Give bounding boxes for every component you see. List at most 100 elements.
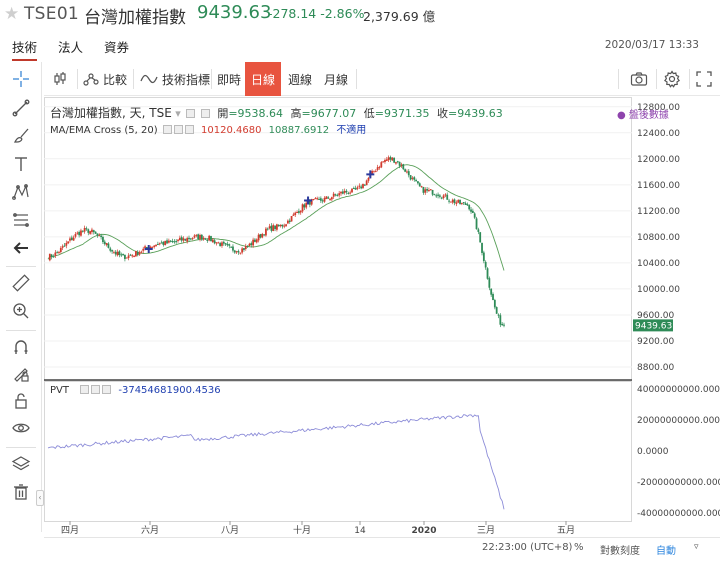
indicators-button[interactable]: 技術指標	[140, 62, 210, 96]
favorite-star-icon[interactable]: ★	[4, 4, 20, 24]
low-label: 低	[363, 107, 375, 120]
candle-style-icon[interactable]	[52, 62, 72, 96]
candle-body	[439, 195, 441, 197]
last-price-tag	[633, 319, 673, 332]
candle-body	[197, 234, 200, 240]
indicators-label: 技術指標	[162, 72, 211, 87]
interval-daily[interactable]: 日線	[245, 62, 281, 96]
fibonacci-icon[interactable]	[0, 207, 42, 233]
chart-area[interactable]: 12800.00 12400.00 12000.00 11600.00 11200.00…	[44, 97, 720, 537]
candle-body	[417, 181, 419, 184]
candle-body	[272, 225, 275, 232]
candle-body	[406, 171, 408, 173]
candle-body	[354, 188, 357, 190]
candle-body	[127, 255, 130, 258]
compare-label: 比較	[103, 72, 128, 87]
percent-scale-toggle[interactable]: %	[574, 542, 584, 553]
scale-menu-icon[interactable]: ▿	[694, 542, 699, 552]
crosshair-icon[interactable]	[0, 66, 42, 92]
pvt-settings-icon[interactable]	[91, 385, 101, 394]
brush-icon[interactable]	[0, 123, 42, 149]
tab-institutional[interactable]: 法人	[58, 40, 84, 55]
candle-body	[378, 166, 381, 168]
open-label: 開	[217, 107, 229, 120]
candle-body	[453, 199, 456, 204]
magnet-icon[interactable]	[0, 334, 42, 360]
tab-margin[interactable]: 資券	[104, 40, 130, 55]
candle-body	[151, 246, 154, 248]
candle-body	[285, 224, 287, 227]
candle-body	[180, 237, 183, 241]
candle-body	[149, 246, 152, 250]
interval-monthly[interactable]: 月線	[324, 72, 349, 87]
fullscreen-icon[interactable]	[696, 62, 712, 96]
candle-body	[422, 186, 425, 193]
candle-body	[426, 188, 428, 191]
candle-body	[248, 243, 251, 247]
candle-body	[471, 210, 474, 213]
legend-dropdown-icon[interactable]: ▾	[175, 107, 181, 120]
candle-body	[396, 161, 399, 163]
candle-body	[305, 202, 308, 208]
lock-drawings-icon[interactable]	[0, 361, 42, 387]
legend-visibility-icon[interactable]	[186, 109, 196, 118]
after-hours-text: 盤後數據	[628, 110, 669, 121]
candle-body	[224, 243, 227, 245]
settings-gear-icon[interactable]	[663, 62, 681, 96]
candle-body	[457, 200, 460, 203]
candle-body	[210, 236, 212, 242]
candle-body	[501, 324, 504, 326]
candle-body	[321, 200, 324, 202]
zoom-in-icon[interactable]	[0, 298, 42, 324]
candle-body	[418, 183, 421, 187]
candle-body	[244, 245, 247, 250]
candle-body	[310, 199, 313, 205]
candle-body	[118, 251, 121, 256]
pvt-tick-label: 40000000000.0000	[637, 385, 720, 395]
visibility-eye-icon[interactable]	[0, 415, 42, 441]
candle-body	[442, 195, 445, 199]
layers-icon[interactable]	[0, 451, 42, 477]
candle-body	[303, 204, 306, 208]
candle-body	[479, 232, 482, 243]
candle-body	[330, 197, 333, 200]
compare-button[interactable]: 比較	[82, 62, 127, 96]
ma-visibility-icon[interactable]	[162, 125, 172, 134]
ma-settings-icon[interactable]	[173, 125, 183, 134]
candle-body	[228, 244, 231, 246]
candle-body	[114, 251, 117, 255]
candle-body	[297, 211, 300, 213]
ma-close-icon[interactable]	[184, 125, 194, 134]
pvt-tick-label: 0.0000	[637, 447, 669, 457]
pvt-visibility-icon[interactable]	[80, 385, 90, 394]
candle-body	[261, 233, 264, 238]
candle-body	[107, 243, 110, 248]
back-arrow-icon[interactable]	[0, 235, 42, 261]
camera-snapshot-icon[interactable]	[630, 62, 648, 96]
candle-body	[341, 191, 344, 194]
trend-line-icon[interactable]	[0, 95, 42, 121]
tab-technical[interactable]: 技術	[12, 37, 38, 61]
candle-body	[475, 218, 478, 230]
ruler-icon[interactable]	[0, 270, 42, 296]
candle-body	[233, 250, 236, 253]
unlock-icon[interactable]	[0, 388, 42, 414]
collapse-toolbar-button[interactable]: ‹	[36, 490, 44, 506]
candle-body	[349, 192, 352, 194]
ma-value-1: 10120.4680	[201, 125, 262, 136]
text-tool-icon[interactable]	[0, 151, 42, 177]
interval-weekly[interactable]: 週線	[288, 72, 313, 87]
candle-body	[54, 252, 57, 256]
auto-scale-toggle[interactable]: 自動	[656, 546, 676, 557]
candle-body	[413, 177, 416, 180]
interval-intraday[interactable]: 即時	[217, 72, 242, 87]
log-scale-toggle[interactable]: 對數刻度	[600, 546, 640, 557]
price-chart[interactable]: 12800.00 12400.00 12000.00 11600.00 11200.00…	[44, 97, 720, 537]
pattern-tool-icon[interactable]	[0, 179, 42, 205]
trash-icon[interactable]	[0, 479, 42, 505]
candle-body	[376, 167, 379, 170]
candle-body	[484, 261, 487, 268]
legend-settings-icon[interactable]	[200, 109, 210, 118]
high-value: =9677.07	[301, 107, 357, 120]
pvt-close-icon[interactable]	[102, 385, 112, 394]
